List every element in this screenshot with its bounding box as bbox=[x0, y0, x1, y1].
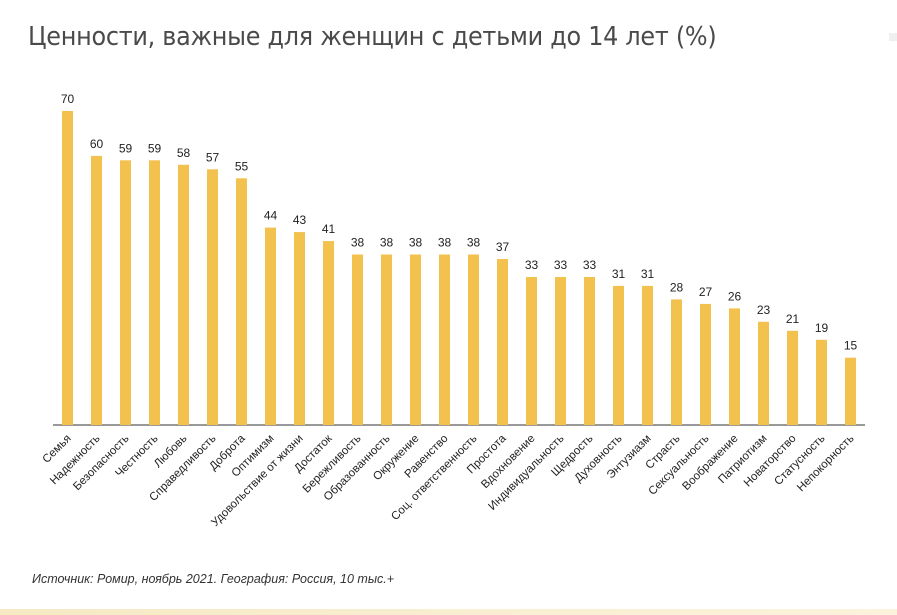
data-label: 59 bbox=[119, 141, 133, 155]
data-label: 23 bbox=[757, 303, 771, 317]
bar bbox=[584, 277, 595, 425]
bar bbox=[555, 277, 566, 425]
data-label: 44 bbox=[264, 209, 278, 223]
data-label: 33 bbox=[554, 258, 568, 272]
bar bbox=[758, 321, 769, 425]
bottom-decorative-bar bbox=[0, 609, 897, 615]
bar bbox=[178, 164, 189, 426]
data-label: 33 bbox=[583, 258, 597, 272]
bar bbox=[62, 111, 73, 425]
bar bbox=[526, 277, 537, 425]
data-label: 28 bbox=[670, 280, 684, 294]
decorative-corner bbox=[889, 33, 897, 41]
bar bbox=[700, 303, 711, 425]
data-label: 58 bbox=[177, 146, 191, 160]
bar bbox=[149, 160, 160, 426]
bar bbox=[120, 160, 131, 426]
bar bbox=[497, 259, 508, 425]
bar bbox=[671, 299, 682, 425]
bar bbox=[323, 241, 334, 425]
data-label: 26 bbox=[728, 289, 742, 303]
data-label: 57 bbox=[206, 150, 220, 164]
bar bbox=[642, 285, 653, 425]
data-label: 27 bbox=[699, 285, 713, 299]
data-label: 38 bbox=[467, 236, 481, 250]
bar bbox=[468, 254, 479, 425]
bar bbox=[613, 285, 624, 425]
bar bbox=[845, 357, 856, 425]
bar bbox=[91, 155, 102, 425]
data-label: 38 bbox=[409, 236, 423, 250]
data-label: 41 bbox=[322, 222, 336, 236]
bar-chart: 70Семья60Надежность59Безопасность59Честн… bbox=[41, 92, 865, 529]
bar bbox=[294, 232, 305, 425]
data-label: 60 bbox=[90, 137, 104, 151]
bar bbox=[381, 254, 392, 425]
data-label: 38 bbox=[438, 236, 452, 250]
data-label: 55 bbox=[235, 159, 249, 173]
data-label: 33 bbox=[525, 258, 539, 272]
data-label: 31 bbox=[612, 267, 626, 281]
data-label: 15 bbox=[844, 339, 858, 353]
bar bbox=[816, 339, 827, 425]
data-label: 37 bbox=[496, 240, 510, 254]
bar bbox=[787, 330, 798, 425]
data-label: 59 bbox=[148, 141, 162, 155]
bar bbox=[236, 178, 247, 425]
bar bbox=[729, 308, 740, 425]
data-label: 31 bbox=[641, 267, 655, 281]
bar bbox=[207, 169, 218, 425]
data-label: 43 bbox=[293, 213, 307, 227]
source-note: Источник: Ромир, ноябрь 2021. География:… bbox=[32, 572, 395, 586]
data-label: 38 bbox=[380, 236, 394, 250]
bar bbox=[352, 254, 363, 425]
data-label: 70 bbox=[61, 92, 75, 106]
bar bbox=[410, 254, 421, 425]
data-label: 21 bbox=[786, 312, 800, 326]
data-label: 38 bbox=[351, 236, 365, 250]
data-label: 19 bbox=[815, 321, 829, 335]
bar bbox=[439, 254, 450, 425]
chart-title: Ценности, важные для женщин с детьми до … bbox=[28, 22, 717, 52]
bar bbox=[265, 227, 276, 425]
